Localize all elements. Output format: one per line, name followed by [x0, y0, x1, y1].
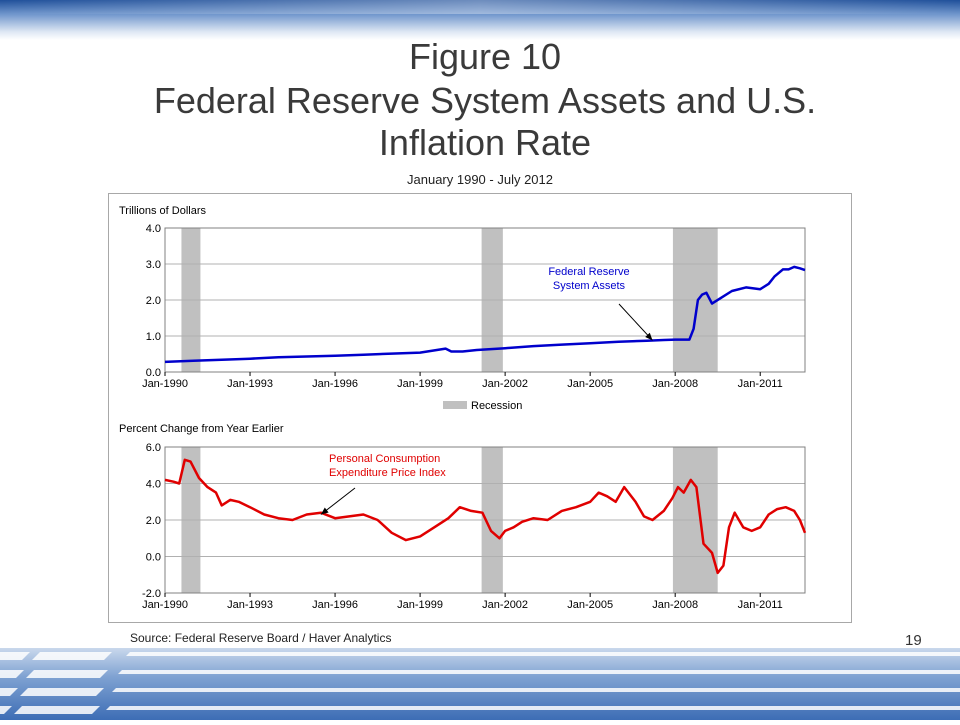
top-decorative-band [0, 0, 960, 40]
date-range-subtitle: January 1990 - July 2012 [407, 172, 553, 187]
bottom-stripes-graphic [0, 652, 960, 714]
assets-x-tick-label-0: Jan-1990 [142, 378, 188, 390]
assets-x-tick-label-4: Jan-2002 [482, 378, 528, 390]
charts-svg: Trillions of Dollars 0.0 1.0 2.0 3.0 4.0 Jan-… [119, 205, 807, 611]
pce-plot-border [164, 446, 806, 594]
pce-x-tick-label-0: Jan-1990 [142, 599, 188, 611]
pce-y-tick-label-1: 0.0 [146, 552, 161, 564]
assets-annotation-arrowhead [645, 332, 653, 341]
assets-plot-area: 0.0 1.0 2.0 3.0 4.0 Jan-1990 Jan-1993 Jan-1996 J… [142, 223, 806, 390]
pce-annotation-arrowhead [320, 507, 329, 515]
assets-x-tick-label-6: Jan-2008 [652, 378, 698, 390]
pce-panel: Percent Change from Year Earlier -2.0 0.0… [119, 423, 807, 611]
figure-title-line1: Federal Reserve System Assets and U.S. [153, 80, 817, 121]
assets-x-tick-label-5: Jan-2005 [567, 378, 613, 390]
assets-plot-border [164, 227, 806, 373]
chart-frame: Trillions of Dollars 0.0 1.0 2.0 3.0 4.0 Jan-… [108, 193, 852, 623]
assets-x-tick-label-3: Jan-1999 [397, 378, 443, 390]
pce-plot-area: -2.0 0.0 2.0 4.0 6.0 Jan-1990 Jan-1993 Jan-1996… [142, 442, 807, 611]
pce-x-tick-label-7: Jan-2011 [738, 599, 783, 611]
assets-y-tick-label-4: 4.0 [146, 223, 161, 235]
page-number: 19 [905, 632, 922, 649]
assets-y-tick-label-3: 3.0 [146, 259, 161, 271]
assets-series-line [164, 265, 806, 364]
top-band-highlight [0, 0, 960, 14]
recession-legend-label: Recession [471, 400, 522, 412]
assets-panel: Trillions of Dollars 0.0 1.0 2.0 3.0 4.0 Jan-… [119, 205, 806, 412]
pce-y-tick-label-0: -2.0 [142, 588, 161, 600]
pce-annotation-line2: Expenditure Price Index [329, 467, 446, 479]
assets-x-tick-label-1: Jan-1993 [227, 378, 273, 390]
pce-x-tick-label-6: Jan-2008 [652, 599, 698, 611]
assets-annotation-line1: Federal Reserve [548, 266, 629, 278]
pce-x-tick-label-3: Jan-1999 [397, 599, 443, 611]
pce-y-axis-label: Percent Change from Year Earlier [119, 423, 284, 435]
pce-annotation-line1: Personal Consumption [329, 453, 440, 465]
assets-x-tick-label-2: Jan-1996 [312, 378, 358, 390]
recession-legend-swatch [443, 401, 467, 409]
assets-x-tick-label-7: Jan-2011 [738, 378, 783, 390]
bottom-decorative-band [0, 648, 960, 720]
figure-number: Figure 10 [408, 36, 562, 77]
recession-legend: Recession [443, 400, 522, 412]
assets-annotation-arrow-line [618, 303, 653, 341]
assets-y-axis-label: Trillions of Dollars [119, 205, 207, 217]
assets-y-tick-label-2: 2.0 [146, 295, 161, 307]
pce-x-tick-label-2: Jan-1996 [312, 599, 358, 611]
assets-y-tick-label-0: 0.0 [146, 367, 161, 379]
pce-y-tick-label-4: 6.0 [146, 442, 161, 454]
pce-x-tick-label-1: Jan-1993 [227, 599, 273, 611]
pce-x-tick-label-5: Jan-2005 [567, 599, 613, 611]
pce-series-line [164, 458, 807, 575]
source-note: Source: Federal Reserve Board / Haver An… [130, 631, 392, 645]
figure-title-line2: Inflation Rate [378, 122, 592, 163]
assets-annotation-line2: System Assets [553, 280, 626, 292]
assets-y-tick-label-1: 1.0 [146, 331, 161, 343]
pce-x-tick-label-4: Jan-2002 [482, 599, 528, 611]
pce-y-tick-label-3: 4.0 [146, 479, 161, 491]
pce-y-tick-label-2: 2.0 [146, 515, 161, 527]
